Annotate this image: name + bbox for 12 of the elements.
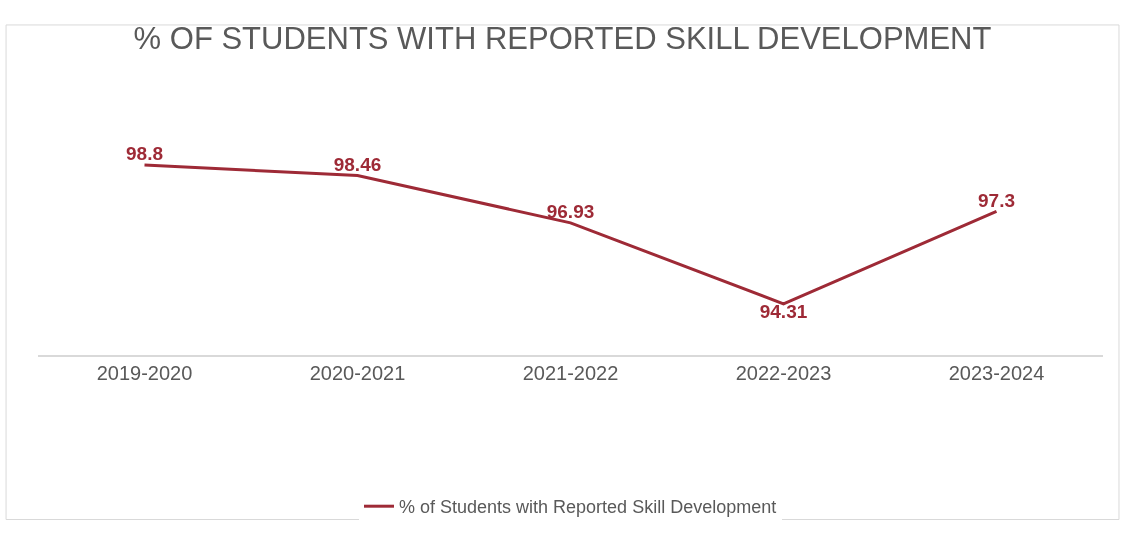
x-tick-label: 2021-2022 <box>522 362 619 385</box>
legend-label: % of Students with Reported Skill Development <box>399 497 777 518</box>
data-label: 96.93 <box>546 201 595 223</box>
x-tick-label: 2022-2023 <box>735 362 832 385</box>
x-tick-label: 2020-2021 <box>309 362 406 385</box>
x-tick-label: 2019-2020 <box>96 362 193 385</box>
chart-title: % OF STUDENTS WITH REPORTED SKILL DEVELOPMENT <box>133 20 992 56</box>
data-label: 94.31 <box>759 301 808 323</box>
data-label: 98.8 <box>126 143 163 165</box>
x-tick-label: 2023-2024 <box>948 362 1045 385</box>
data-label: 98.46 <box>333 153 382 175</box>
data-label: 97.3 <box>978 189 1015 211</box>
